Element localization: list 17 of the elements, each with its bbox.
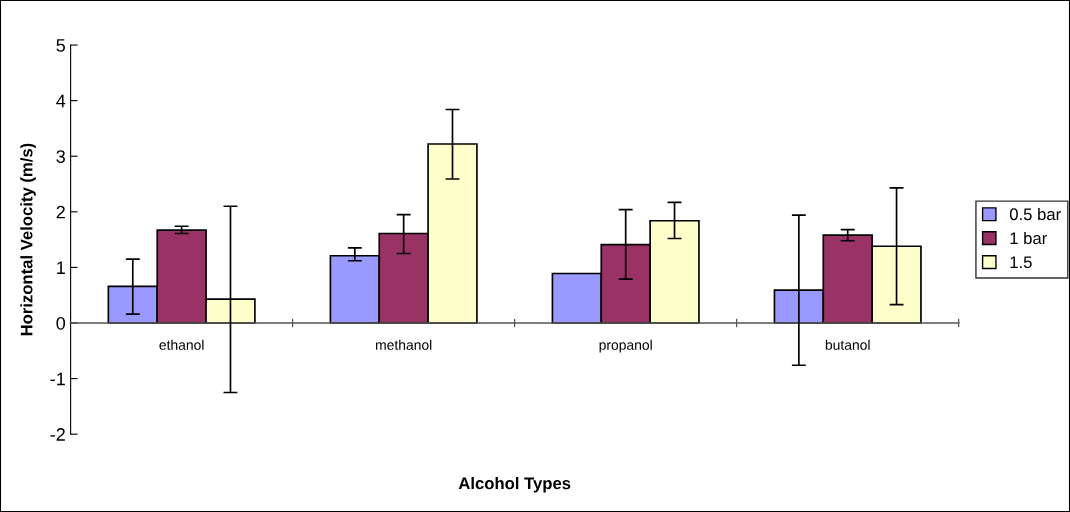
x-axis-title: Alcohol Types (458, 476, 571, 493)
y-tick-label: 1 (57, 261, 65, 274)
x-tick-label: butanol (825, 339, 870, 350)
legend-label: 0.5 bar (1009, 207, 1061, 221)
y-tick-label: 3 (56, 150, 65, 163)
y-axis-title: Horizontal Velocity (m/s) (20, 143, 36, 336)
x-tick-label: methanol (376, 339, 432, 350)
legend-label: 1.5 (1010, 256, 1032, 269)
x-tick-label: propanol (599, 339, 652, 353)
y-tick-label: -1 (50, 372, 65, 386)
x-tick-label: ethanol (159, 339, 204, 350)
y-tick-label: 0 (56, 316, 66, 330)
y-tick-label: 2 (56, 205, 65, 219)
y-tick-label: 4 (56, 94, 66, 108)
legend-label: 1 bar (1010, 231, 1047, 245)
y-tick-label: 5 (56, 39, 65, 52)
y-tick-label: -2 (50, 428, 65, 441)
